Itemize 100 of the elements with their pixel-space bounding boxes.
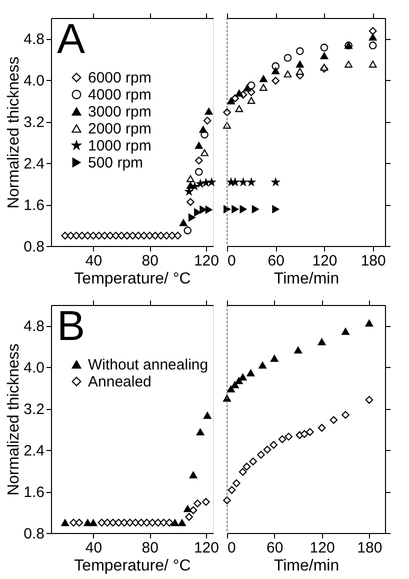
point — [330, 416, 338, 424]
point — [186, 175, 194, 182]
x-axis-title: Time/min — [274, 558, 340, 574]
point — [270, 354, 278, 362]
point — [365, 320, 374, 327]
point — [342, 410, 350, 419]
y-tick-label: 0.8 — [24, 526, 44, 542]
point — [284, 432, 293, 441]
point — [142, 518, 151, 527]
x-axis-title: Time/min — [274, 270, 340, 288]
y-axis-title: Normalized thickness — [6, 56, 23, 209]
point — [365, 396, 374, 404]
point — [186, 198, 194, 206]
point — [368, 42, 377, 50]
point — [306, 428, 314, 436]
x-axis-title: Temperature/ °C — [74, 558, 191, 574]
y-tick-label: 4.8 — [24, 318, 44, 336]
point — [178, 519, 186, 526]
point — [238, 468, 247, 476]
point — [231, 178, 239, 186]
point — [246, 369, 255, 376]
y-tick-label: 4.0 — [24, 360, 44, 377]
point — [247, 81, 256, 90]
y-axis-title: Normalized thickness — [6, 343, 23, 496]
y-tick-label: 2.4 — [24, 156, 44, 173]
point — [208, 178, 216, 186]
point — [232, 205, 239, 214]
point — [188, 214, 196, 222]
x-tick-label: 80 — [142, 252, 158, 270]
y-tick-label: 3.2 — [24, 401, 44, 418]
x-tick-label: 40 — [85, 540, 102, 556]
chart-title: A — [57, 15, 86, 62]
point — [61, 232, 69, 240]
x-tick-label: 60 — [266, 540, 284, 556]
point — [224, 205, 230, 214]
point — [243, 84, 252, 92]
point — [232, 479, 240, 488]
point — [196, 180, 204, 188]
point — [75, 518, 84, 527]
legend-label: 6000 rpm — [88, 70, 152, 86]
point — [140, 232, 148, 240]
point — [272, 67, 280, 74]
point — [294, 346, 302, 354]
point — [112, 232, 120, 240]
point — [151, 232, 160, 240]
point — [189, 472, 198, 478]
x-tick-label: 80 — [142, 540, 158, 556]
point — [240, 205, 247, 214]
point — [270, 441, 278, 449]
point — [66, 232, 75, 240]
point — [84, 519, 92, 526]
x-tick-label: 120 — [194, 252, 219, 270]
point — [61, 519, 69, 526]
point — [252, 205, 259, 214]
point — [300, 430, 308, 438]
y-tick-label: 1.6 — [24, 197, 44, 214]
point — [368, 27, 377, 35]
point — [238, 374, 247, 380]
point — [196, 428, 204, 436]
point — [263, 446, 272, 454]
point — [148, 518, 156, 527]
point — [118, 232, 126, 240]
legend-label: 500 rpm — [88, 154, 144, 172]
y-tick-label: 1.6 — [24, 484, 44, 502]
point — [260, 75, 268, 82]
y-tick-label: 0.8 — [24, 238, 44, 256]
point — [235, 90, 244, 97]
point — [195, 168, 203, 176]
point — [318, 338, 326, 346]
point — [200, 149, 208, 156]
point — [195, 142, 203, 149]
point — [123, 232, 131, 240]
point — [318, 424, 326, 432]
point — [184, 226, 192, 234]
point — [194, 500, 202, 508]
x-tick-label: 60 — [268, 252, 284, 270]
point — [272, 205, 280, 214]
point — [78, 232, 86, 240]
point — [189, 506, 198, 514]
point — [228, 486, 236, 494]
x-tick-label: 180 — [357, 540, 382, 556]
y-tick-label: 4.8 — [24, 31, 44, 48]
x-tick-label: 180 — [360, 252, 386, 270]
point — [257, 450, 265, 459]
point — [132, 518, 140, 527]
point — [202, 498, 210, 506]
point — [171, 519, 179, 526]
legend-label: 3000 rpm — [88, 104, 152, 120]
point — [320, 52, 328, 60]
point — [248, 178, 256, 186]
x-tick-label: 120 — [312, 252, 338, 270]
x-tick-label: 120 — [310, 540, 335, 556]
point — [260, 84, 268, 91]
point — [154, 518, 162, 527]
point — [227, 97, 235, 104]
point — [247, 96, 256, 104]
point — [272, 178, 280, 186]
point — [203, 412, 212, 419]
legend-label: Without annealing — [88, 356, 208, 374]
point — [70, 518, 78, 527]
